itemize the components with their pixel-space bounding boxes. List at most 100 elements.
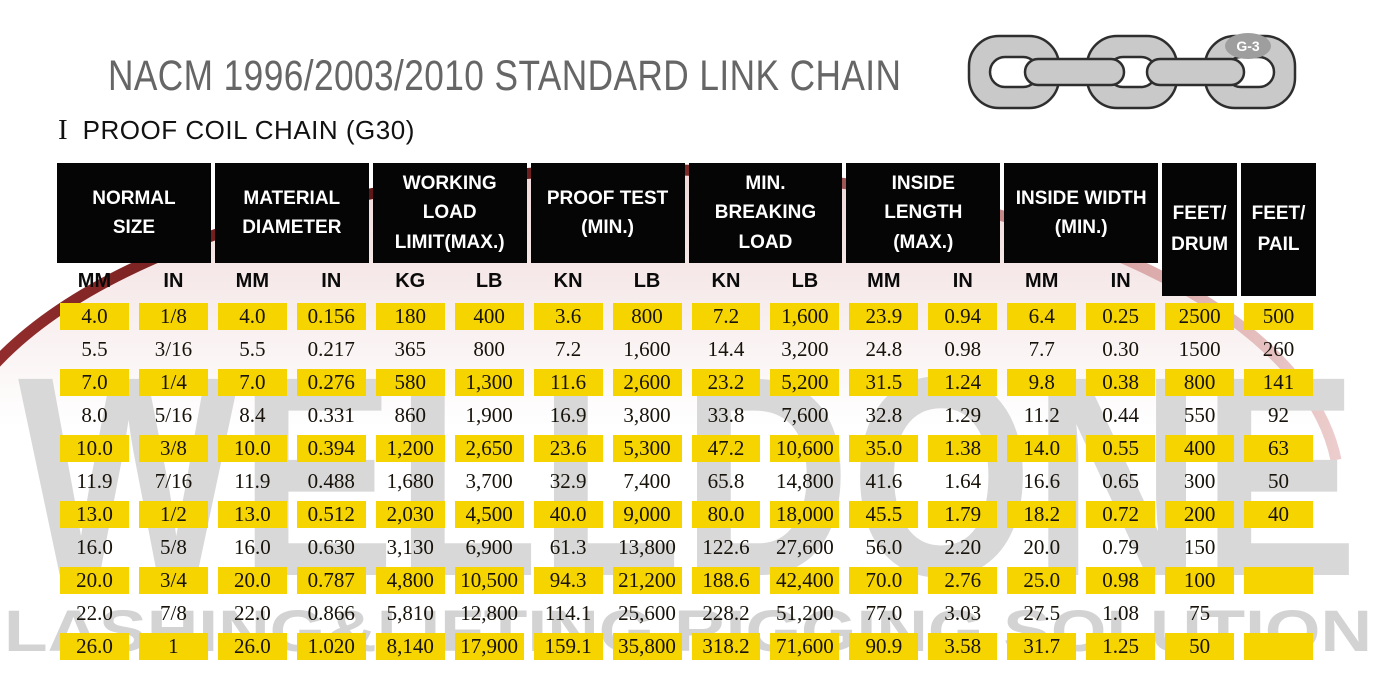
table-cell-value: 0.38: [1086, 369, 1156, 396]
table-cell-value: 1.25: [1086, 633, 1156, 660]
table-cell-value: 8,140: [375, 633, 445, 660]
table-cell-value: 122.6: [702, 535, 750, 559]
table-cell: 25,600: [608, 597, 687, 630]
unit-label: LB: [791, 270, 819, 292]
table-cell-value: 35.0: [849, 435, 919, 462]
table-cell-value: 17,900: [454, 633, 524, 660]
table-cell-value: 3/16: [154, 337, 193, 361]
header-inside-width: INSIDE WIDTH (MIN.): [1004, 163, 1159, 263]
table-cell-value: 7/8: [159, 601, 187, 625]
table-cell-value: 26.0: [60, 633, 129, 660]
table-cell-value: 0.156: [296, 303, 366, 330]
table-cell-value: 3.58: [928, 633, 998, 660]
table-cell-value: 35,800: [612, 633, 682, 660]
table-cell: 4.0: [213, 300, 292, 333]
table-cell: 550: [1160, 399, 1239, 432]
table-cell-value: 5,300: [612, 435, 682, 462]
table-cell-value: 300: [1183, 469, 1216, 493]
table-cell: 90.9: [844, 630, 923, 663]
unit-label: IN: [952, 270, 973, 292]
table-cell: 2,600: [608, 366, 687, 399]
table-cell-value: 10,500: [454, 567, 524, 594]
table-cell-value: 14.4: [707, 337, 745, 361]
unit-label: LB: [475, 270, 503, 292]
table-cell-value: 400: [1165, 435, 1235, 462]
table-cell: 10.0: [213, 432, 292, 465]
table-cell: 23.9: [844, 300, 923, 333]
table-cell: 16.0: [55, 531, 134, 564]
table-cell-value: 3,200: [781, 337, 829, 361]
table-cell: 3,700: [450, 465, 529, 498]
table-cell: 5/8: [134, 531, 213, 564]
table-cell-value: 56.0: [865, 535, 903, 559]
table-cell: 94.3: [529, 564, 608, 597]
table-cell-value: 2500: [1165, 303, 1235, 330]
table-cell-value: 4.0: [217, 303, 287, 330]
table-cell-value: 14,800: [776, 469, 834, 493]
table-cell-value: 114.1: [544, 601, 592, 625]
table-cell-value: 4,500: [454, 501, 524, 528]
table-cell: 0.30: [1081, 333, 1160, 366]
table-cell: 10,600: [765, 432, 844, 465]
table-cell: 1.25: [1081, 630, 1160, 663]
table-cell-value: 32.9: [549, 469, 587, 493]
table-row: 7.0 1/4 7.0 0.276 580 1,300 11.6 2,600 2…: [55, 366, 1318, 399]
table-cell-value: 10.0: [217, 435, 287, 462]
table-cell-value: 16.0: [233, 535, 271, 559]
table-cell: 14,800: [765, 465, 844, 498]
table-cell: 1.79: [923, 498, 1002, 531]
table-cell: 12,800: [450, 597, 529, 630]
table-cell: 26.0: [55, 630, 134, 663]
table-cell: 0.488: [292, 465, 371, 498]
table-cell: 33.8: [687, 399, 766, 432]
table-cell-value: 1.79: [928, 501, 998, 528]
table-cell-value: 7.7: [1028, 337, 1055, 361]
table-cell-value: 9.8: [1007, 369, 1077, 396]
header-feet-drum: FEET/ DRUM: [1162, 163, 1238, 296]
table-cell-value: 1.020: [296, 633, 366, 660]
table-cell-value: 12,800: [460, 601, 519, 625]
table-cell-value: 0.98: [944, 337, 982, 361]
table-cell-value: 580: [375, 369, 445, 396]
table-cell: 0.394: [292, 432, 371, 465]
table-cell-value: 11.6: [533, 369, 603, 396]
table-cell: 6.4: [1002, 300, 1081, 333]
table-cell-value: 0.866: [307, 601, 355, 625]
header-material-diameter: MATERIAL DIAMETER: [214, 163, 369, 263]
table-cell: 20.0: [55, 564, 134, 597]
table-cell-value: 550: [1183, 403, 1216, 427]
table-cell-value: 63: [1244, 435, 1313, 462]
table-cell: 159.1: [529, 630, 608, 663]
table-row: 16.0 5/8 16.0 0.630 3,130 6,900 61.3 13,…: [55, 531, 1318, 564]
table-cell: 318.2: [687, 630, 766, 663]
table-cell: 0.787: [292, 564, 371, 597]
table-cell-value: 1.38: [928, 435, 998, 462]
table-cell-value: 0.65: [1102, 469, 1140, 493]
table-cell-value: 80.0: [691, 501, 761, 528]
table-cell-value: 7.0: [217, 369, 287, 396]
table-cell-value: 0.72: [1086, 501, 1156, 528]
table-cell: 1.24: [923, 366, 1002, 399]
table-cell: 0.866: [292, 597, 371, 630]
table-cell-value: 1.29: [944, 403, 982, 427]
table-cell: 22.0: [213, 597, 292, 630]
table-cell-value: 47.2: [691, 435, 761, 462]
table-cell-value: 141: [1244, 369, 1313, 396]
table-cell-value: 5,810: [386, 601, 434, 625]
table-cell-value: 5.5: [81, 337, 108, 361]
table-cell-value: 0.217: [307, 337, 355, 361]
table-cell: 7.2: [529, 333, 608, 366]
table-cell-value: 100: [1165, 567, 1235, 594]
unit-label: KG: [395, 270, 426, 292]
table-cell: 56.0: [844, 531, 923, 564]
table-cell: 0.79: [1081, 531, 1160, 564]
chain-links-illustration: G-3: [967, 33, 1297, 110]
table-cell: 26.0: [213, 630, 292, 663]
table-cell: 5,300: [608, 432, 687, 465]
table-cell-value: 0.787: [296, 567, 366, 594]
table-cell: 3.58: [923, 630, 1002, 663]
table-cell: 4.0: [55, 300, 134, 333]
units-row: MM IN MM IN KG LB KN LB KN LB MM IN MM I…: [55, 263, 1318, 300]
table-cell: 7/16: [134, 465, 213, 498]
table-cell: 1.020: [292, 630, 371, 663]
